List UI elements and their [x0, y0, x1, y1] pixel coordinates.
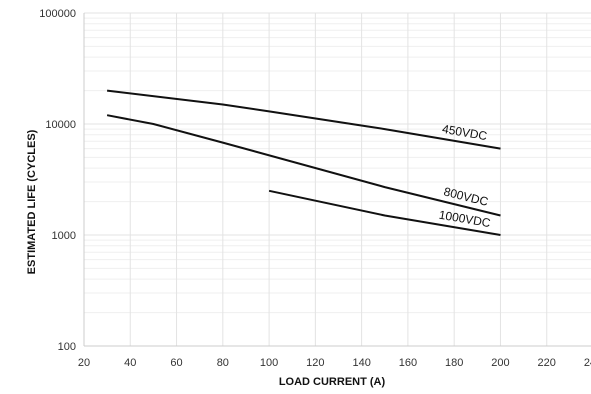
minor-gridlines [84, 17, 591, 314]
series-line-800vdc [106, 114, 501, 217]
x-tick-label: 60 [170, 357, 182, 369]
x-tick-label: 200 [491, 357, 509, 369]
major-gridlines [83, 12, 591, 347]
y-axis-title: ESTIMATED LIFE (CYCLES) [26, 129, 38, 274]
y-tick-label: 1000 [52, 230, 76, 242]
x-tick-label: 220 [538, 357, 556, 369]
series-lines [106, 89, 501, 236]
y-tick-label: 100 [58, 341, 76, 353]
x-tick-label: 160 [399, 357, 417, 369]
x-tick-labels: 20 40 60 80 100 120 140 160 180 200 220 240 [78, 357, 591, 369]
x-tick-label: 140 [352, 357, 370, 369]
x-tick-label: 20 [78, 357, 90, 369]
series-line-1000vdc [268, 189, 501, 236]
x-tick-label: 120 [306, 357, 324, 369]
x-tick-label: 240 [584, 357, 591, 369]
x-tick-label: 180 [445, 357, 463, 369]
y-tick-label: 10000 [45, 119, 76, 131]
x-tick-label: 100 [260, 357, 278, 369]
y-tick-label: 100000 [39, 8, 76, 20]
series-line-450vdc [106, 89, 501, 150]
x-tick-label: 40 [124, 357, 136, 369]
x-axis-title: LOAD CURRENT (A) [279, 376, 386, 388]
x-tick-label: 80 [217, 357, 229, 369]
y-tick-labels: 100 1000 10000 100000 [39, 8, 76, 353]
series-label-800vdc: 800VDC [442, 185, 490, 209]
